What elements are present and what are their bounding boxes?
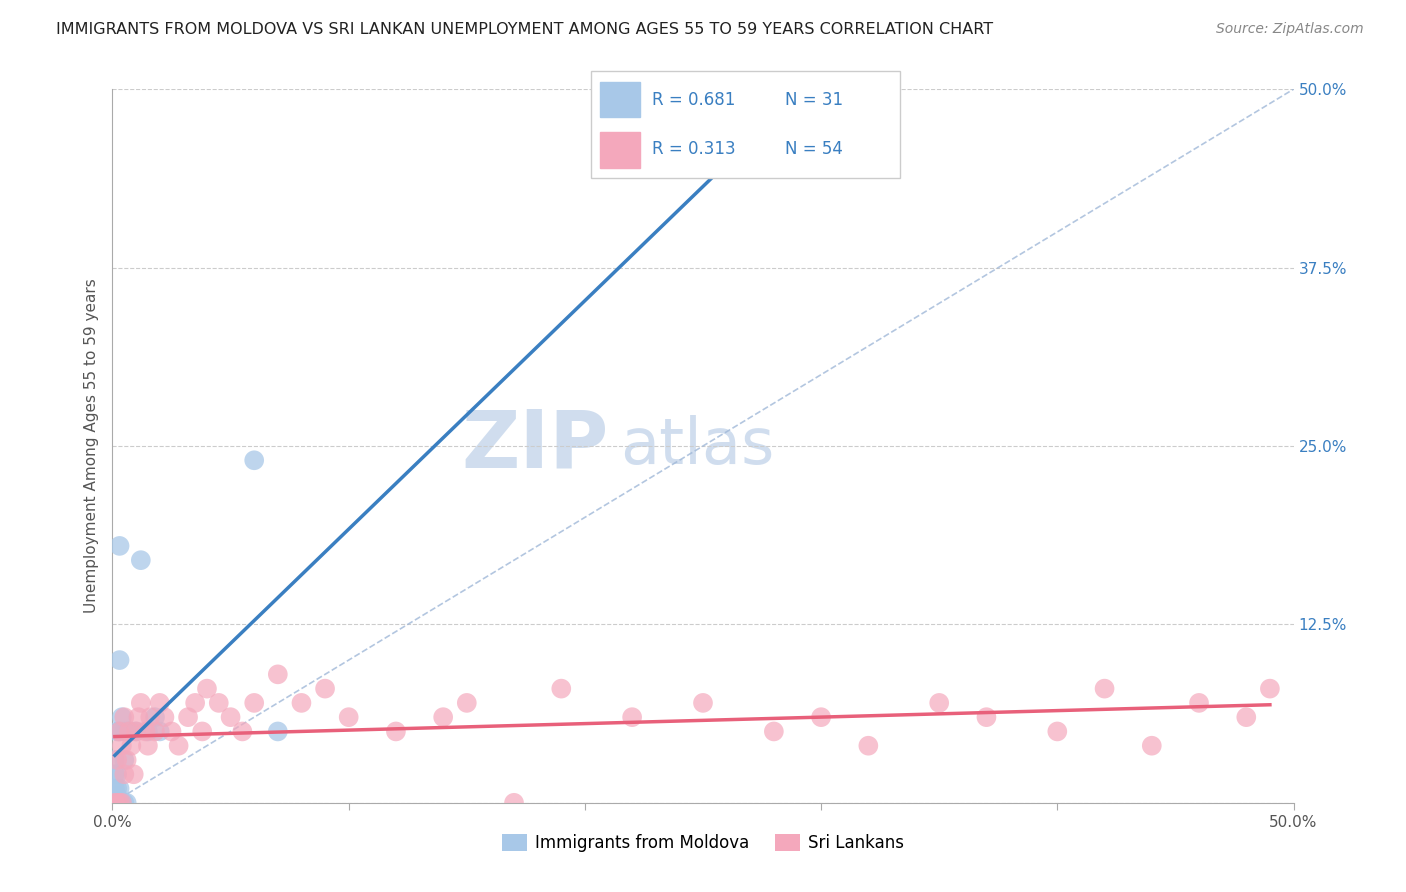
Point [503,796,526,810]
Point [1094,681,1116,696]
Point [243,696,266,710]
Text: R = 0.313: R = 0.313 [652,141,735,159]
Point [267,724,290,739]
Point [314,681,336,696]
Point [290,696,312,710]
Bar [600,132,640,168]
Legend: Immigrants from Moldova, Sri Lankans: Immigrants from Moldova, Sri Lankans [495,827,911,859]
Point [108,539,131,553]
Point [149,724,172,739]
Point [111,796,134,810]
Point [104,796,127,810]
Point [337,710,360,724]
Point [112,753,135,767]
Point [108,724,131,739]
Bar [600,82,640,118]
Point [108,781,131,796]
Point [243,453,266,467]
Point [127,710,149,724]
Point [115,796,138,810]
Point [167,739,190,753]
Text: Source: ZipAtlas.com: Source: ZipAtlas.com [1216,22,1364,37]
Point [143,710,166,724]
Point [762,724,785,739]
Point [108,653,131,667]
FancyBboxPatch shape [591,71,900,178]
Text: atlas: atlas [620,415,775,477]
Point [621,710,644,724]
Point [111,796,134,810]
Point [191,724,214,739]
Point [118,724,141,739]
Point [692,696,714,710]
Point [195,681,218,696]
Point [153,710,176,724]
Point [385,724,408,739]
Point [104,789,127,803]
Point [112,796,135,810]
Point [219,710,242,724]
Y-axis label: Unemployment Among Ages 55 to 59 years: Unemployment Among Ages 55 to 59 years [83,278,98,614]
Point [184,696,207,710]
Point [550,681,572,696]
Point [112,724,135,739]
Point [104,781,127,796]
Point [143,724,166,739]
Point [104,767,127,781]
Point [976,710,998,724]
Point [1140,739,1163,753]
Point [267,667,290,681]
Point [1188,696,1211,710]
Point [122,767,145,781]
Point [858,739,880,753]
Point [160,724,183,739]
Text: ZIP: ZIP [461,407,609,485]
Point [104,796,127,810]
Point [105,753,128,767]
Point [432,710,454,724]
Point [928,696,950,710]
Point [125,724,148,739]
Point [136,739,159,753]
Point [105,796,128,810]
Point [120,739,142,753]
Point [111,739,134,753]
Point [112,710,135,724]
Point [105,789,128,803]
Point [149,696,172,710]
Point [111,710,134,724]
Point [104,753,127,767]
Point [139,710,162,724]
Point [810,710,832,724]
Point [108,796,131,810]
Point [129,553,152,567]
Point [120,724,142,739]
Point [1234,710,1257,724]
Point [177,710,200,724]
Point [115,753,138,767]
Point [136,724,159,739]
Text: N = 31: N = 31 [786,91,844,109]
Point [740,139,762,153]
Point [208,696,231,710]
Point [1046,724,1069,739]
Point [105,767,128,781]
Text: R = 0.681: R = 0.681 [652,91,735,109]
Point [112,767,135,781]
Point [135,724,157,739]
Point [105,796,128,810]
Text: IMMIGRANTS FROM MOLDOVA VS SRI LANKAN UNEMPLOYMENT AMONG AGES 55 TO 59 YEARS COR: IMMIGRANTS FROM MOLDOVA VS SRI LANKAN UN… [56,22,994,37]
Point [108,796,131,810]
Point [231,724,253,739]
Point [105,781,128,796]
Point [118,724,141,739]
Point [108,724,131,739]
Point [125,724,148,739]
Point [105,724,128,739]
Text: N = 54: N = 54 [786,141,844,159]
Point [456,696,478,710]
Point [129,696,152,710]
Point [1258,681,1281,696]
